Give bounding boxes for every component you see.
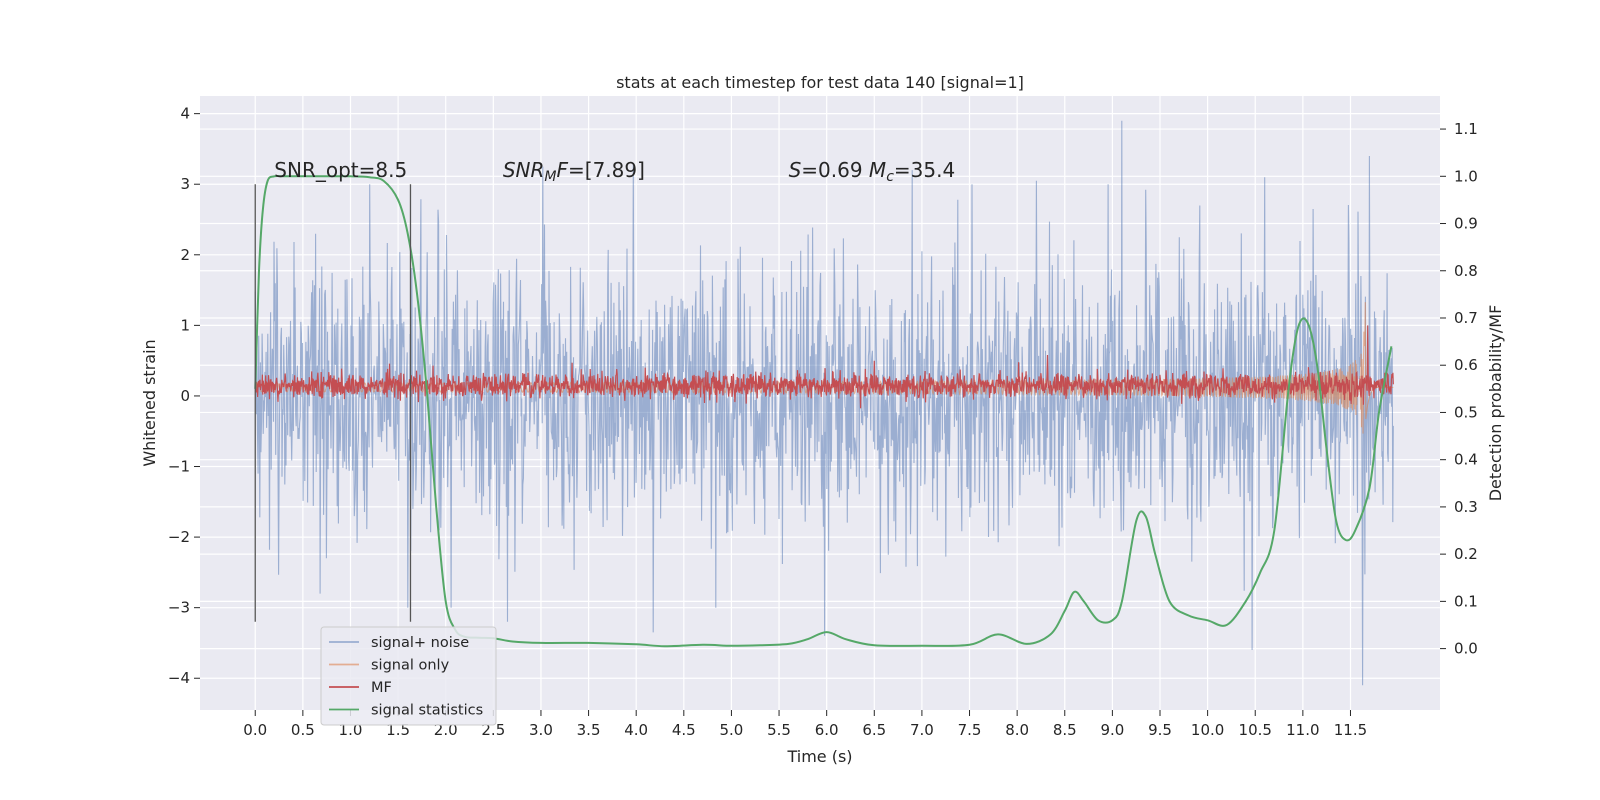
y-tick-label: −3 xyxy=(168,599,190,617)
y-right-tick-label: 0.7 xyxy=(1454,309,1478,327)
y-axis-label: Whitened strain xyxy=(140,339,159,466)
legend-label: signal+ noise xyxy=(371,635,469,651)
y-right-tick-label: 0.9 xyxy=(1454,215,1478,233)
x-tick-label: 11.5 xyxy=(1334,721,1367,739)
x-tick-label: 3.0 xyxy=(529,721,553,739)
y-right-tick-label: 0.8 xyxy=(1454,262,1478,280)
series-layer xyxy=(254,120,1394,686)
x-tick-label: 7.0 xyxy=(910,721,934,739)
y-right-tick-label: 0.4 xyxy=(1454,451,1478,469)
x-tick-label: 5.0 xyxy=(719,721,743,739)
x-tick-label: 9.0 xyxy=(1100,721,1124,739)
y-tick-label: 1 xyxy=(180,316,190,334)
x-tick-label: 4.0 xyxy=(624,721,648,739)
x-tick-label: 6.0 xyxy=(815,721,839,739)
x-tick-label: 7.5 xyxy=(958,721,982,739)
y-tick-label: 3 xyxy=(180,175,190,193)
legend-label: signal statistics xyxy=(371,703,483,719)
y-right-tick-label: 0.1 xyxy=(1454,592,1478,610)
y-right-tick-label: 0.5 xyxy=(1454,403,1478,421)
y-tick-label: 2 xyxy=(180,246,190,264)
y-tick-label: 0 xyxy=(180,387,190,405)
x-tick-label: 8.0 xyxy=(1005,721,1029,739)
vertical-markers xyxy=(254,184,412,622)
x-tick-label: 5.5 xyxy=(767,721,791,739)
x-tick-label: 8.5 xyxy=(1053,721,1077,739)
annotation-text: SNRMF=[7.89] xyxy=(503,158,645,185)
y-right-tick-label: 0.0 xyxy=(1454,640,1478,658)
x-tick-label: 10.0 xyxy=(1191,721,1224,739)
right-axis-ticks: 0.0 0.1 0.2 0.3 0.4 0.5 0.6 0.7 0.8 0.9 1.0 1.1 xyxy=(1440,120,1478,658)
x-tick-label: 3.5 xyxy=(577,721,601,739)
left-axis-ticks: −4 −3 −2 −1 0 1 2 3 4 xyxy=(168,105,200,687)
annotation-text: SNR_opt=8.5 xyxy=(274,158,407,182)
y-right-tick-label: 1.1 xyxy=(1454,120,1478,138)
grid xyxy=(200,96,1440,710)
legend-frame xyxy=(320,626,497,726)
y-right-tick-label: 0.2 xyxy=(1454,545,1478,563)
y-right-axis-label: Detection probability/MF xyxy=(1486,305,1505,502)
series-signal-noise xyxy=(254,120,1394,686)
legend-label: signal only xyxy=(371,658,450,674)
chart-title: stats at each timestep for test data 140… xyxy=(616,73,1024,92)
x-tick-label: 10.5 xyxy=(1239,721,1272,739)
annotations: SNR_opt=8.5 SNRMF=[7.89] S=0.69 Mc=35.4 xyxy=(274,158,955,185)
y-tick-label: −4 xyxy=(168,669,190,687)
y-tick-label: −2 xyxy=(168,528,190,546)
y-right-tick-label: 0.3 xyxy=(1454,498,1478,516)
x-tick-label: 9.5 xyxy=(1148,721,1172,739)
series-signal-statistics xyxy=(254,174,1393,648)
x-tick-label: 0.0 xyxy=(243,721,267,739)
series-mf xyxy=(254,325,1394,409)
y-right-tick-label: 1.0 xyxy=(1454,167,1478,185)
y-right-tick-label: 0.6 xyxy=(1454,356,1478,374)
x-tick-label: 6.5 xyxy=(862,721,886,739)
x-axis-label: Time (s) xyxy=(786,747,852,766)
annotation-text: S=0.69 Mc=35.4 xyxy=(789,158,956,185)
legend: signal+ noise signal only MF signal statist… xyxy=(320,626,497,726)
y-tick-label: 4 xyxy=(180,105,190,123)
x-tick-label: 0.5 xyxy=(291,721,315,739)
x-tick-label: 4.5 xyxy=(672,721,696,739)
legend-label: MF xyxy=(371,680,392,696)
x-tick-label: 11.0 xyxy=(1286,721,1319,739)
y-tick-label: −1 xyxy=(168,458,190,476)
